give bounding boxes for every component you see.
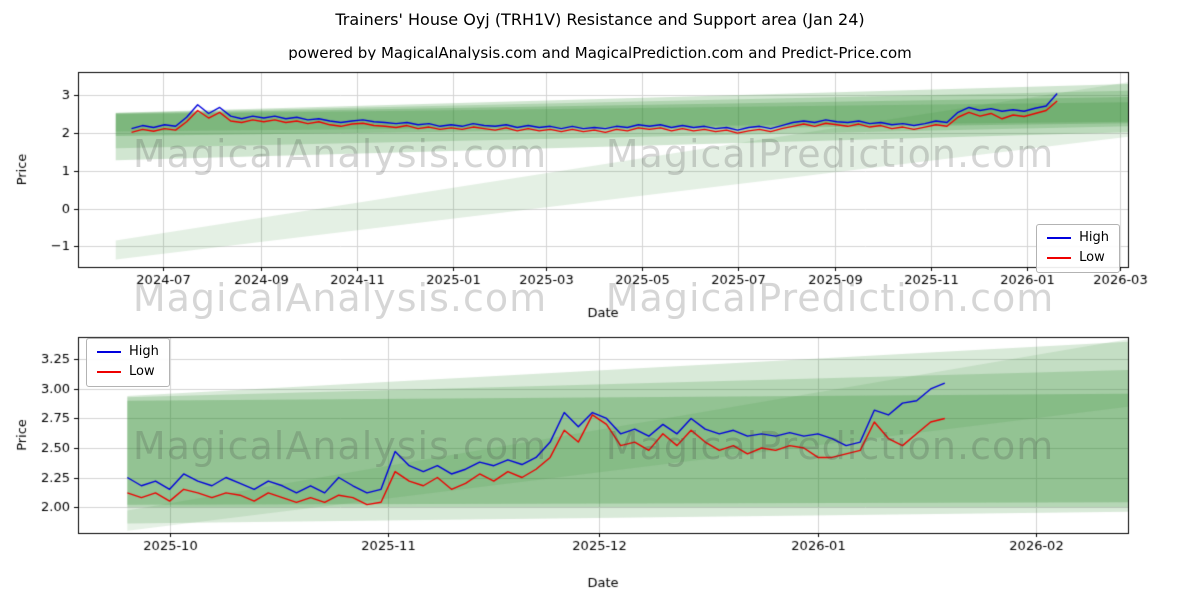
bottom-chart-canvas: [0, 325, 1200, 595]
legend-label-high: High: [129, 344, 159, 359]
low-line-swatch: [97, 371, 121, 374]
legend-top-chart: High Low: [1036, 224, 1120, 273]
high-line-swatch: [1047, 237, 1072, 240]
legend-item-low: Low: [97, 364, 159, 380]
high-line-swatch: [97, 351, 121, 354]
figure-title: Trainers' House Oyj (TRH1V) Resistance a…: [335, 10, 865, 29]
legend-label-low: Low: [1079, 250, 1105, 266]
legend-bottom-chart: High Low: [86, 338, 170, 387]
low-line-swatch: [1047, 257, 1072, 260]
legend-item-high: High: [97, 344, 159, 359]
figure-subtitle: powered by MagicalAnalysis.com and Magic…: [288, 44, 912, 62]
legend-item-low: Low: [1047, 250, 1109, 266]
legend-label-low: Low: [129, 364, 155, 380]
legend-label-high: High: [1079, 230, 1109, 245]
top-chart-canvas: [0, 60, 1200, 325]
legend-item-high: High: [1047, 230, 1109, 245]
